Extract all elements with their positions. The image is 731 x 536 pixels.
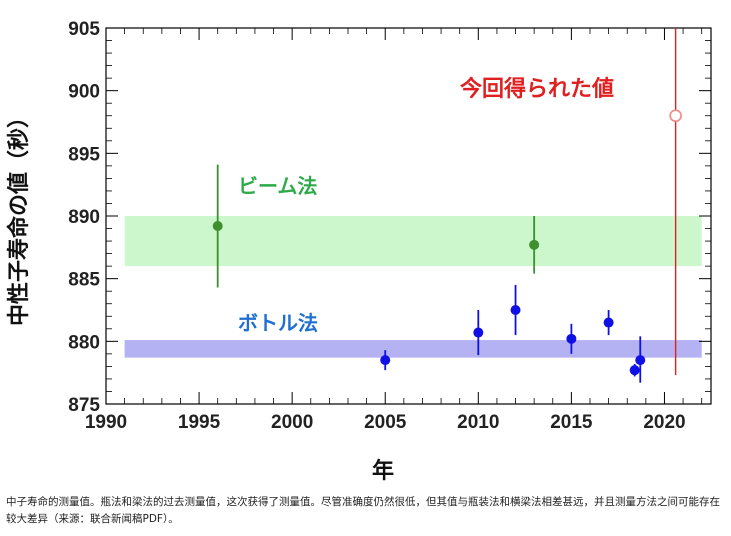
y-tick-label: 905	[68, 19, 100, 40]
x-tick-label: 2015	[550, 412, 593, 433]
y-axis-title: 中性子寿命の値（秒）	[6, 106, 32, 326]
y-tick-label: 900	[68, 82, 100, 103]
y-tick-label: 885	[68, 270, 100, 291]
data-point	[380, 355, 391, 366]
y-tick-label: 890	[68, 207, 100, 228]
y-tick-label: 895	[68, 144, 100, 165]
data-point	[473, 327, 484, 338]
x-tick-label: 1995	[178, 412, 221, 433]
figure-caption: 中子寿命的测量值。瓶法和梁法的过去测量值，这次获得了测量值。尽管准确度仍然很低，…	[6, 496, 720, 525]
data-point	[635, 355, 646, 366]
x-tick-label: 2000	[271, 412, 313, 433]
bands-layer	[124, 216, 702, 358]
data-point	[629, 365, 640, 376]
x-tick-label: 2010	[457, 412, 499, 433]
x-tick-label: 2020	[643, 412, 685, 433]
data-point	[212, 221, 223, 232]
annotation-new-value: 今回得られた値	[460, 76, 614, 102]
band-bottle	[124, 340, 702, 358]
y-tick-label: 880	[68, 332, 100, 353]
neutron-lifetime-chart: 1990 1995 2000 2005 2010 2015 2020 875 880 885 890…	[6, 19, 712, 484]
band-beam	[124, 216, 702, 267]
ticks-layer: 1990 1995 2000 2005 2010 2015 2020 875 880 885 890…	[68, 19, 711, 433]
band-label-beam: ビーム法	[238, 174, 317, 198]
x-tick-label: 1990	[85, 412, 127, 433]
points-layer	[212, 28, 682, 383]
data-point-new	[669, 109, 682, 123]
y-tick-label: 875	[68, 395, 100, 416]
data-point	[566, 333, 577, 344]
band-label-bottle: ボトル法	[238, 311, 318, 335]
x-axis-title: 年	[372, 458, 394, 484]
data-point	[529, 239, 540, 250]
data-point	[510, 305, 521, 315]
x-tick-label: 2005	[364, 412, 407, 433]
data-point	[603, 317, 614, 328]
